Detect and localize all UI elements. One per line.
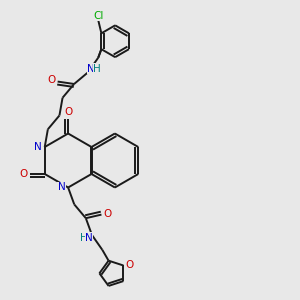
Text: O: O — [125, 260, 134, 271]
Text: O: O — [64, 107, 72, 117]
Text: H: H — [93, 64, 101, 74]
Text: H: H — [80, 232, 88, 242]
Text: O: O — [103, 209, 112, 219]
Text: N: N — [34, 142, 42, 152]
Text: N: N — [58, 182, 65, 193]
Text: O: O — [19, 169, 27, 179]
Text: N: N — [85, 232, 93, 242]
Text: N: N — [87, 64, 95, 74]
Text: Cl: Cl — [93, 11, 103, 21]
Text: O: O — [47, 75, 56, 85]
